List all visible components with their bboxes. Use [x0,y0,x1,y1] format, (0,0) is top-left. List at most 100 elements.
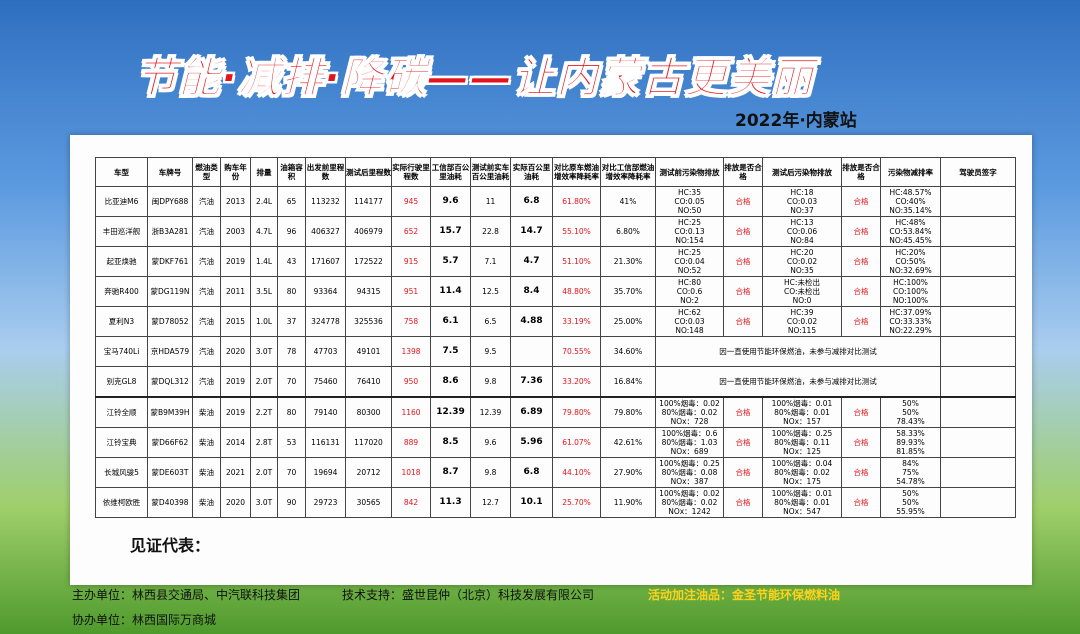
table-cell: 117020 [345,427,392,458]
table-cell: 70 [277,366,306,398]
column-header: 测试后污染物排放 [762,157,842,187]
table-cell: 2020 [220,336,251,367]
table-cell: 汽油 [192,186,221,217]
table-cell: 842 [391,487,431,518]
table-cell: 11.4 [430,276,471,307]
table-cell: 柴油 [192,457,221,488]
table-cell: HC:39 CO:0.02 NO:115 [762,306,842,337]
table-cell: 33.19% [552,306,601,337]
table-cell: 柴油 [192,427,221,458]
table-cell: 116131 [305,427,346,458]
table-cell: 42.61% [600,427,656,458]
table-cell: 80300 [345,396,392,428]
table-cell: 90 [277,487,306,518]
table-cell: 29723 [305,487,346,518]
table-cell: 比亚迪M6 [95,186,148,217]
title: 节能·减排·降碳——让内蒙古更美丽 [135,53,814,103]
signature-cell [940,396,1016,428]
signature-cell [940,276,1016,307]
table-cell: 合格 [841,186,881,217]
column-header: 出发前里程数 [305,157,346,187]
table-cell: 2.8T [250,427,278,458]
table-cell: 6.8 [510,457,553,488]
table-row: 起亚焕驰 蒙DKF761 汽油 2019 1.4L 43 171607 172522 915 5.… [95,246,1016,277]
table-cell: 2011 [220,276,251,307]
table-cell: 172522 [345,246,392,277]
column-header: 实际行驶里程数 [391,157,431,187]
table-cell: 79140 [305,396,346,428]
table-cell: 55.10% [552,216,601,247]
table-cell: 11 [470,186,511,217]
table-cell: 合格 [841,396,881,428]
table-cell: 2014 [220,427,251,458]
table-cell: 44.10% [552,457,601,488]
table-cell: 43 [277,246,306,277]
table-cell: 因一直使用节能环保燃油，未参与减排对比测试 [655,336,941,367]
table-cell: 合格 [723,427,763,458]
table-cell: 合格 [723,186,763,217]
signature-cell [940,427,1016,458]
table-cell: 1398 [391,336,431,367]
table-cell: 4.7 [510,246,553,277]
tech-support: 技术支持：盛世昆仲（北京）科技发展有限公司 [342,588,595,602]
table-cell: 3.0T [250,487,278,518]
table-cell: 闽DPY688 [147,186,193,217]
table-cell: 951 [391,276,431,307]
table-cell: 7.36 [510,366,553,398]
table-cell: 76410 [345,366,392,398]
table-cell: HC:80 CO:0.6 NO:2 [655,276,724,307]
table-cell: 夏利N3 [95,306,148,337]
table-cell: 37 [277,306,306,337]
table-cell: 889 [391,427,431,458]
table-cell: 406327 [305,216,346,247]
table-cell: 324778 [305,306,346,337]
table-cell: 100%烟毒：0.02 80%烟毒：0.02 NOx：728 [655,396,724,428]
table-cell: 合格 [723,246,763,277]
table-cell: 蒙D78052 [147,306,193,337]
subtitle: 2022年·内蒙站 [735,111,857,131]
table-cell: 京HDA579 [147,336,193,367]
table-cell: 7.1 [470,246,511,277]
table-cell: 2015 [220,306,251,337]
table-cell: HC:35 CO:0.05 NO:50 [655,186,724,217]
table-cell: 宝马740Li [95,336,148,367]
table-row: 依维柯欧胜 蒙D40398 柴油 2020 3.0T 90 29723 30565 842 11.… [95,487,1016,518]
table-cell: 30565 [345,487,392,518]
table-cell: 2.0T [250,366,278,398]
table-cell: 21.30% [600,246,656,277]
table-cell: HC:20% CO:50% NO:32.69% [880,246,941,277]
table-cell: 80 [277,396,306,428]
table-cell: 1.4L [250,246,278,277]
table-cell: 8.5 [430,427,471,458]
table-cell: 78 [277,336,306,367]
table-cell: 9.6 [470,427,511,458]
table-cell: 长城风骏5 [95,457,148,488]
table-cell: 2019 [220,396,251,428]
co-organizer: 协办单位：林西国际万商城 [72,613,217,627]
table-cell: 9.5 [470,336,511,367]
table-cell: 8.7 [430,457,471,488]
table-cell: HC:18 CO:0.03 NO:37 [762,186,842,217]
table-cell: 合格 [841,216,881,247]
table-cell: 47703 [305,336,346,367]
table-cell: 2021 [220,457,251,488]
column-header: 燃油类型 [192,157,221,187]
table-cell: 3.0T [250,336,278,367]
table-cell: 江铃全顺 [95,396,148,428]
table-cell: 11.90% [600,487,656,518]
table-cell: 70 [277,457,306,488]
table-cell: 2020 [220,487,251,518]
table-cell: HC:62 CO:0.03 NO:148 [655,306,724,337]
table-cell: 84% 75% 54.78% [880,457,941,488]
table-cell: HC:25 CO:0.04 NO:52 [655,246,724,277]
table-cell: 48.80% [552,276,601,307]
table-cell: 合格 [723,487,763,518]
table-cell: 汽油 [192,216,221,247]
table-cell: HC:100% CO:100% NO:100% [880,276,941,307]
table-cell: HC:未检出 CO:未检出 NO:0 [762,276,842,307]
table-cell: 7.5 [430,336,471,367]
table-cell: 汽油 [192,246,221,277]
table-cell: 94315 [345,276,392,307]
table-cell: 6.89 [510,396,553,428]
table-row: 奔驰R400 蒙DG119N 汽油 2011 3.5L 80 93364 94315 951 11… [95,276,1016,307]
